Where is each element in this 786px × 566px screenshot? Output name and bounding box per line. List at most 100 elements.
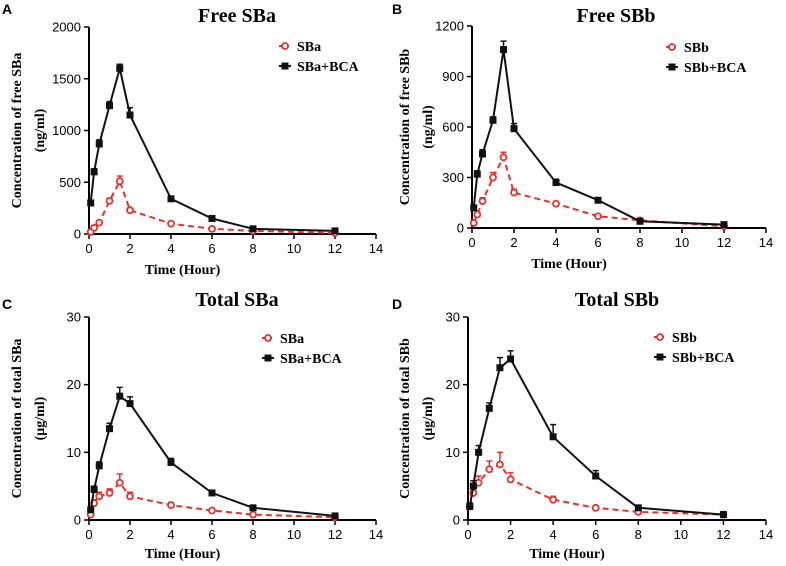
data-point bbox=[478, 197, 487, 205]
legend-marker bbox=[656, 353, 664, 361]
data-point bbox=[167, 458, 175, 466]
x-tick-label: 2 bbox=[126, 527, 133, 542]
data-point bbox=[500, 46, 507, 54]
x-tick-label: 4 bbox=[167, 241, 174, 256]
series-sbb-bca bbox=[466, 350, 727, 519]
series-sba bbox=[86, 175, 339, 237]
legend-marker bbox=[656, 333, 664, 341]
data-point bbox=[331, 227, 339, 235]
x-tick-label: 14 bbox=[759, 235, 773, 250]
x-tick-label: 0 bbox=[468, 235, 475, 250]
data-point bbox=[591, 503, 600, 512]
x-axis-label: Time (Hour) bbox=[145, 547, 221, 562]
data-point bbox=[485, 404, 493, 412]
data-point bbox=[167, 219, 175, 228]
data-point bbox=[116, 64, 124, 72]
legend-item: SBb+BCA bbox=[654, 351, 735, 366]
data-point bbox=[87, 506, 95, 514]
data-point bbox=[592, 472, 600, 480]
x-tick-label: 12 bbox=[328, 241, 342, 256]
y-tick-label: 1500 bbox=[52, 71, 81, 86]
data-point bbox=[90, 223, 99, 232]
x-tick-label: 10 bbox=[675, 235, 689, 250]
y-tick-label: 10 bbox=[67, 445, 81, 460]
data-point bbox=[469, 219, 478, 227]
data-point bbox=[496, 460, 504, 469]
data-point bbox=[249, 504, 257, 512]
x-tick-label: 0 bbox=[464, 527, 471, 542]
x-tick-label: 12 bbox=[717, 235, 731, 250]
series-line bbox=[472, 49, 725, 226]
x-tick-label: 6 bbox=[208, 527, 215, 542]
data-point bbox=[634, 504, 642, 512]
legend-label: SBb bbox=[672, 331, 697, 346]
data-point bbox=[499, 153, 508, 162]
data-point bbox=[126, 400, 134, 408]
data-point bbox=[636, 217, 644, 225]
data-point bbox=[249, 225, 257, 233]
panel-letter: D bbox=[392, 296, 402, 312]
legend-marker bbox=[264, 354, 272, 362]
y-tick-label: 300 bbox=[442, 170, 464, 185]
series-sbb bbox=[469, 151, 728, 231]
data-point bbox=[479, 150, 486, 158]
legend-label: SBa+BCA bbox=[297, 60, 360, 75]
data-point bbox=[507, 355, 515, 363]
data-point bbox=[115, 177, 124, 186]
x-axis-label: Time (Hour) bbox=[529, 547, 605, 562]
data-point bbox=[126, 111, 134, 119]
series-sba-bca bbox=[87, 386, 339, 520]
series-line bbox=[89, 178, 336, 234]
x-tick-label: 8 bbox=[249, 527, 256, 542]
data-point bbox=[510, 125, 518, 133]
y-tick-label: 10 bbox=[446, 445, 460, 460]
y-tick-label: 500 bbox=[59, 175, 81, 190]
data-point bbox=[167, 501, 175, 510]
legend-item: SBb bbox=[654, 331, 697, 346]
x-tick-label: 12 bbox=[716, 527, 730, 542]
data-point bbox=[249, 510, 257, 519]
y-axis-label: (ng/ml) bbox=[33, 108, 48, 152]
y-axis-label: Concentration of total SBa bbox=[10, 339, 25, 499]
x-tick-label: 14 bbox=[369, 527, 383, 542]
y-axis-label: (μg/ml) bbox=[421, 396, 436, 440]
y-axis-label: (μg/ml) bbox=[33, 396, 48, 440]
x-axis-label: Time (Hour) bbox=[145, 263, 221, 278]
legend-item: SBa bbox=[279, 40, 321, 55]
x-tick-label: 2 bbox=[510, 235, 517, 250]
chart-panel-a: A Free SBa 0 2 4 6 8 10 12 14 0 500 1000 1500 2000 Time… bbox=[2, 1, 383, 278]
data-point bbox=[552, 199, 560, 208]
legend-item: SBb+BCA bbox=[666, 61, 747, 76]
y-tick-label: 30 bbox=[446, 310, 460, 325]
x-tick-label: 10 bbox=[287, 241, 301, 256]
data-point bbox=[719, 511, 727, 519]
legend-item: SBa bbox=[262, 332, 304, 347]
legend-item: SBb bbox=[666, 41, 709, 56]
x-tick-label: 0 bbox=[85, 241, 92, 256]
legend-label: SBb+BCA bbox=[684, 61, 747, 76]
data-point bbox=[87, 199, 95, 207]
chart-title: Total SBb bbox=[575, 289, 659, 311]
y-tick-label: 600 bbox=[442, 120, 464, 135]
data-point bbox=[331, 512, 339, 520]
data-point bbox=[489, 173, 497, 182]
data-point bbox=[167, 195, 175, 203]
legend-item: SBa+BCA bbox=[279, 60, 360, 75]
x-tick-label: 8 bbox=[636, 235, 643, 250]
x-tick-label: 14 bbox=[369, 241, 383, 256]
data-point bbox=[594, 196, 602, 204]
y-tick-label: 0 bbox=[453, 513, 460, 528]
series-sbb bbox=[465, 451, 728, 519]
x-tick-label: 12 bbox=[328, 527, 342, 542]
data-point bbox=[105, 196, 114, 205]
x-tick-label: 4 bbox=[550, 527, 557, 542]
y-tick-label: 1000 bbox=[52, 123, 81, 138]
data-point bbox=[208, 489, 216, 497]
y-tick-label: 20 bbox=[446, 377, 460, 392]
x-tick-label: 14 bbox=[759, 527, 773, 542]
data-point bbox=[510, 188, 518, 197]
data-point bbox=[90, 168, 98, 176]
chart-panel-b: B Free SBb 0 2 4 6 8 10 12 14 0 300 600 900 1200 Time (… bbox=[392, 1, 773, 272]
y-axis-label: Concentration of free SBb bbox=[398, 49, 413, 206]
x-tick-label: 4 bbox=[552, 235, 559, 250]
